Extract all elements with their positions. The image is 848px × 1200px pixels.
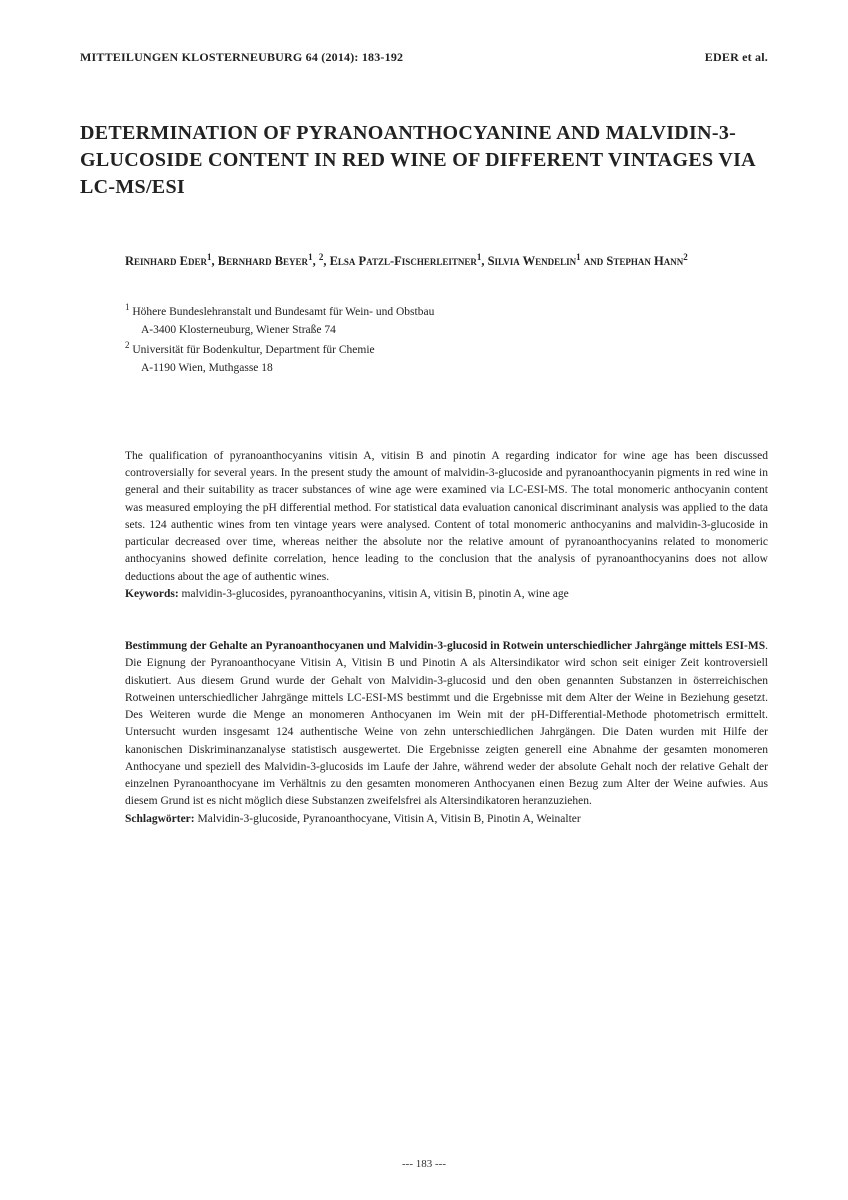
abstract-de-title: Bestimmung der Gehalte an Pyranoanthocya… [125, 640, 765, 652]
affiliation-1: 1 Höhere Bundeslehranstalt und Bundesamt… [125, 301, 768, 322]
keywords-de: Malvidin-3-glucoside, Pyranoanthocyane, … [195, 813, 581, 825]
page-container: MITTEILUNGEN KLOSTERNEUBURG 64 (2014): 1… [0, 0, 848, 1200]
affil-1-name: Höhere Bundeslehranstalt und Bundesamt f… [130, 306, 435, 318]
affiliations: 1 Höhere Bundeslehranstalt und Bundesamt… [80, 301, 768, 378]
page-number: --- 183 --- [0, 1158, 848, 1170]
abstract-german: Bestimmung der Gehalte an Pyranoanthocya… [80, 638, 768, 828]
author-list: Reinhard Eder1, Bernhard Beyer1, 2, Elsa… [80, 251, 768, 271]
running-header: MITTEILUNGEN KLOSTERNEUBURG 64 (2014): 1… [80, 50, 768, 65]
article-title: DETERMINATION OF PYRANOANTHOCYANINE AND … [80, 120, 768, 201]
affiliation-2: 2 Universität für Bodenkultur, Departmen… [125, 339, 768, 360]
running-author: EDER et al. [705, 50, 768, 65]
journal-citation: MITTEILUNGEN KLOSTERNEUBURG 64 (2014): 1… [80, 50, 403, 65]
keywords-en: malvidin-3-glucosides, pyranoanthocyanin… [179, 588, 569, 600]
affil-2-address: A-1190 Wien, Muthgasse 18 [125, 360, 768, 378]
affil-2-name: Universität für Bodenkultur, Department … [130, 344, 375, 356]
affil-1-address: A-3400 Klosterneuburg, Wiener Straße 74 [125, 322, 768, 340]
abstract-english: The qualification of pyranoanthocyanins … [80, 448, 768, 603]
keywords-en-label: Keywords: [125, 588, 179, 600]
abstract-en-text: The qualification of pyranoanthocyanins … [125, 450, 768, 583]
abstract-de-body: . Die Eignung der Pyranoanthocyane Vitis… [125, 640, 768, 807]
keywords-de-label: Schlagwörter: [125, 813, 195, 825]
